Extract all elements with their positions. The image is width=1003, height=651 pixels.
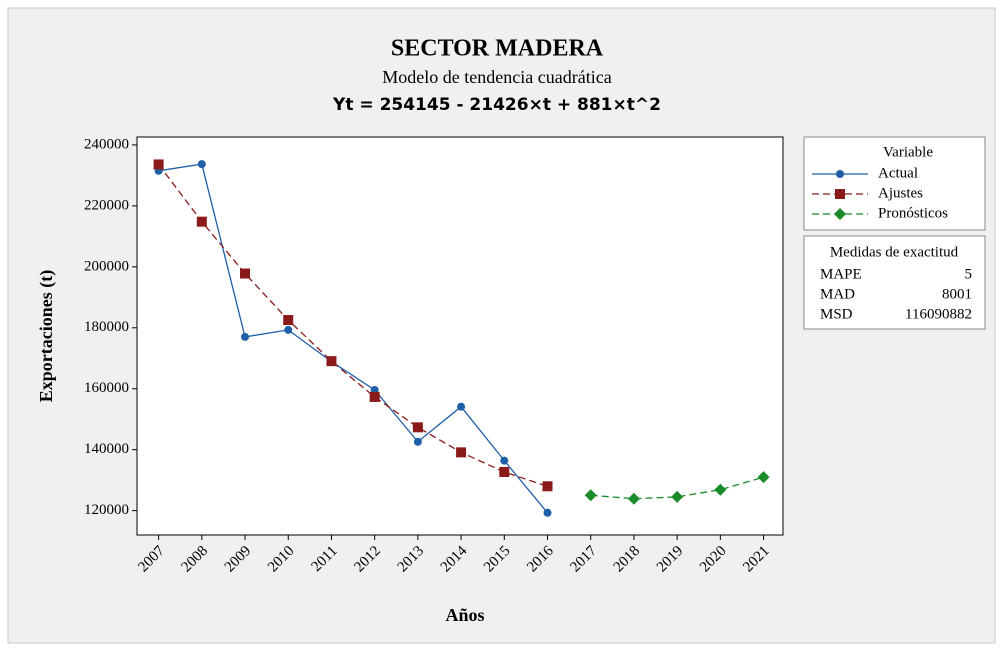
legend-marker [836,170,844,178]
accuracy-label: MAD [820,286,855,302]
data-point [284,325,293,334]
data-point [714,483,727,496]
chart-title: SECTOR MADERA [391,36,604,62]
data-point [456,447,467,458]
y-tick-label: 120000 [84,502,129,518]
data-point [240,268,251,279]
data-point [627,492,640,505]
data-point [671,490,684,503]
data-point [542,481,553,492]
equation: Yt = 254145 - 21426×t + 881×t^2 [332,95,661,115]
data-point [500,456,509,465]
chart-subtitle: Modelo de tendencia cuadrática [382,67,611,87]
data-point [196,216,207,227]
accuracy-box [803,235,986,330]
data-point [543,508,552,517]
legend-title: Variable [883,144,933,160]
accuracy-label: MAPE [820,266,862,282]
data-point [413,437,422,446]
data-point [757,471,770,484]
y-axis-label: Exportaciones (t) [36,270,57,402]
accuracy-label: MSD [820,306,853,322]
data-point [326,356,337,367]
accuracy-title: Medidas de exactitud [830,244,959,260]
y-tick-label: 180000 [84,319,129,335]
legend-label: Ajustes [878,185,923,201]
x-axis-label: Años [445,605,484,625]
series-line [158,163,549,514]
y-tick-label: 220000 [84,197,129,213]
plot-area [136,136,784,536]
data-point [369,391,380,402]
y-tick-label: 240000 [84,136,129,152]
legend-marker [834,208,846,220]
y-tick-label: 200000 [84,258,129,274]
data-point [283,315,294,326]
accuracy-value: 8001 [942,286,972,302]
legend-label: Actual [878,165,918,181]
data-point [499,467,510,478]
accuracy-value: 116090882 [905,306,972,322]
data-point [153,159,164,170]
y-tick-label: 140000 [84,441,129,457]
legend-marker [835,189,845,199]
accuracy-value: 5 [965,266,973,282]
data-point [457,402,466,411]
data-point [197,160,206,169]
data-point [412,422,423,433]
legend-label: Pronósticos [878,205,948,221]
data-point [584,489,597,502]
series-line [590,476,764,500]
series-line [158,164,548,487]
data-point [241,332,250,341]
y-tick-label: 160000 [84,380,129,396]
